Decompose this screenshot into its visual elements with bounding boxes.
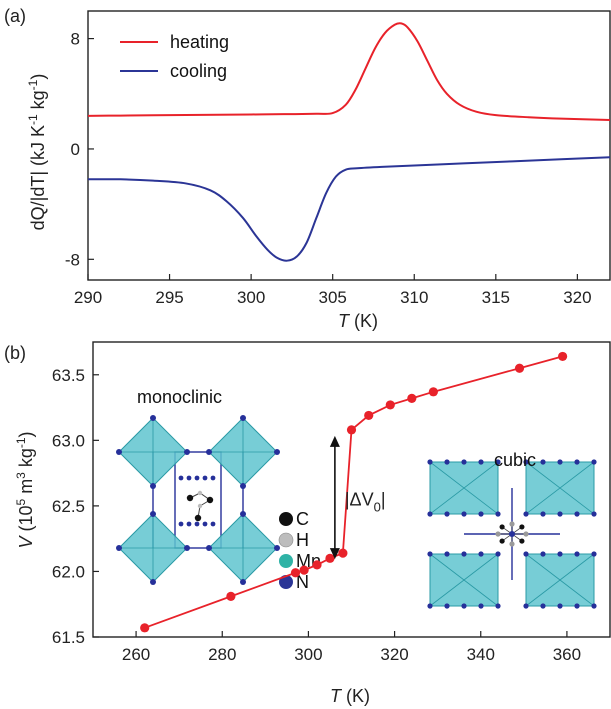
volume-point [558,351,568,362]
atom-c-dot [279,512,293,526]
panel-a-xlabel: T (K) [338,311,378,331]
a-xtick-label: 305 [319,288,347,307]
a-ytick-label: 8 [71,30,80,49]
volume-jump-annotation: |ΔV0| [329,435,386,560]
panel-b-frame [92,341,611,638]
volume-point [290,568,301,578]
series-heating-line [87,22,611,121]
volume-point [312,560,322,570]
b-xtick-label: 340 [467,645,495,664]
atom-h-label: H [296,530,309,550]
atom-n-label: N [296,572,309,592]
atom-mn-dot [279,554,293,568]
a-xtick-label: 315 [482,288,510,307]
panel-a-label: (a) [4,6,26,26]
b-ytick-label: 62.0 [52,562,85,581]
panel-b-ticks: 260 280 300 320 340 360 61.5 62.0 62.5 63.0 63.5 [52,366,581,664]
series-cooling-line [87,156,611,262]
volume-point [385,400,395,410]
panel-a-legend: heating cooling [120,32,229,81]
legend-cooling-label: cooling [170,61,227,81]
b-ytick-label: 63.0 [52,431,85,450]
panel-a-ylabel: dQ/|dT| (kJ K-1 kg-1) [26,74,48,231]
b-ytick-label: 63.5 [52,366,85,385]
atom-c-label: C [296,509,309,529]
phase-cubic-label: cubic [494,450,536,470]
a-xtick-label: 300 [237,288,265,307]
volume-point [299,565,309,575]
b-xtick-label: 320 [380,645,408,664]
monoclinic-structure-image [116,415,280,585]
b-xtick-label: 280 [208,645,236,664]
b-xtick-label: 260 [122,645,150,664]
cubic-structure-image [427,459,597,609]
volume-jump-arrowhead-bottom [329,548,340,560]
a-xtick-label: 320 [563,288,591,307]
a-xtick-label: 295 [155,288,183,307]
panel-b-ylabel: V (105 m3 kg-1) [14,431,36,548]
panel-b-xlabel: T (K) [330,686,370,706]
volume-point [325,553,335,563]
volume-jump-arrowhead-top [329,435,340,447]
legend-heating-label: heating [170,32,229,52]
a-xtick-label: 310 [400,288,428,307]
a-xtick-label: 290 [74,288,102,307]
a-ytick-label: 0 [71,140,80,159]
volume-point [514,363,525,373]
volume-point [346,425,357,435]
volume-point [428,387,438,397]
b-ytick-label: 62.5 [52,497,85,516]
volume-point [140,623,150,633]
volume-point [338,548,348,558]
panel-a-ticks: 290 295 300 305 310 315 320 8 0 -8 [65,30,592,307]
volume-jump-label: |ΔV0| [345,489,386,514]
panel-a-frame [87,10,611,281]
b-xtick-label: 360 [553,645,581,664]
volume-point [407,393,417,403]
panel-b-label: (b) [4,343,26,363]
a-ytick-label: -8 [65,250,80,269]
volume-point [226,591,236,601]
volume-point [364,410,374,421]
atom-n-dot [279,575,293,589]
phase-monoclinic-label: monoclinic [137,387,222,407]
b-ytick-label: 61.5 [52,628,85,647]
panel-b-series [140,351,568,633]
atom-legend: C H Mn N [278,509,321,592]
b-xtick-label: 300 [294,645,322,664]
panel-a-series [87,22,611,262]
atom-h-dot [278,532,294,548]
